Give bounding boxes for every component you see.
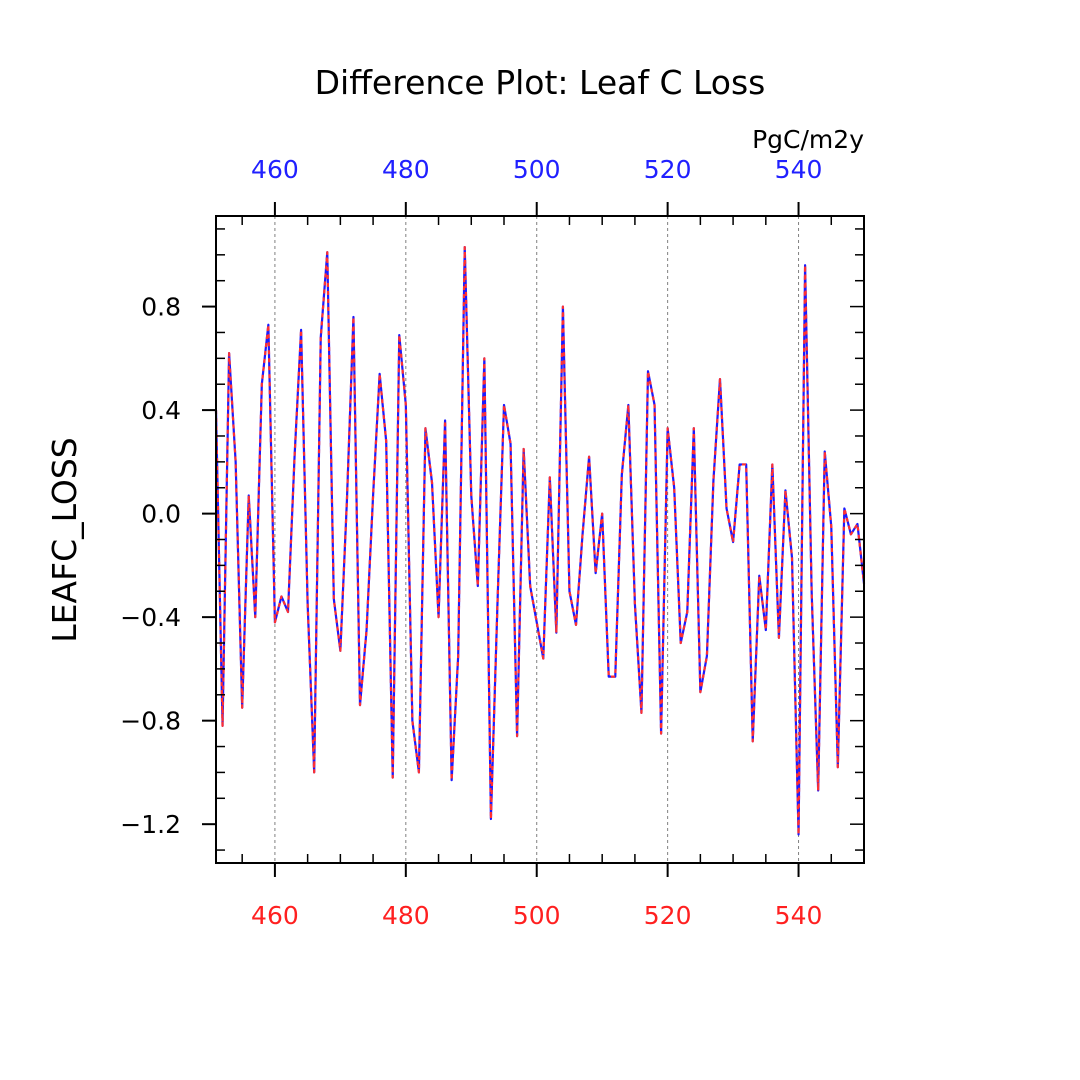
y-tick-label: 0.0 — [141, 500, 181, 529]
x-tick-label-top: 520 — [644, 155, 692, 184]
y-tick-label: 0.8 — [141, 293, 181, 322]
y-tick-label: −1.2 — [120, 810, 181, 839]
x-tick-label-top: 480 — [382, 155, 430, 184]
series-line-case-b — [214, 245, 866, 836]
grid-lines — [274, 216, 800, 863]
y-axis-label: LEAFC_LOSS — [45, 437, 84, 642]
y-tick-label: 0.4 — [141, 396, 181, 425]
x-tick-label-bottom: 460 — [251, 901, 299, 930]
y-tick-label: −0.4 — [120, 603, 181, 632]
x-tick-label-top: 500 — [513, 155, 561, 184]
chart-title: Difference Plot: Leaf C Loss — [315, 63, 766, 102]
y-tick-label: −0.8 — [120, 707, 181, 736]
units-label: PgC/m2y — [752, 125, 864, 154]
x-tick-label-bottom: 500 — [513, 901, 561, 930]
series-layer — [214, 245, 866, 836]
x-tick-label-bottom: 540 — [775, 901, 823, 930]
tick-labels: 460 460 480 480 500 500 520 520 540 540 −1.2 −0.8 −0… — [120, 155, 822, 930]
x-tick-label-bottom: 520 — [644, 901, 692, 930]
axis-ticks — [202, 202, 865, 877]
x-tick-label-bottom: 480 — [382, 901, 430, 930]
x-tick-label-top: 540 — [775, 155, 823, 184]
x-tick-label-top: 460 — [251, 155, 299, 184]
series-line-case-a — [214, 245, 866, 836]
